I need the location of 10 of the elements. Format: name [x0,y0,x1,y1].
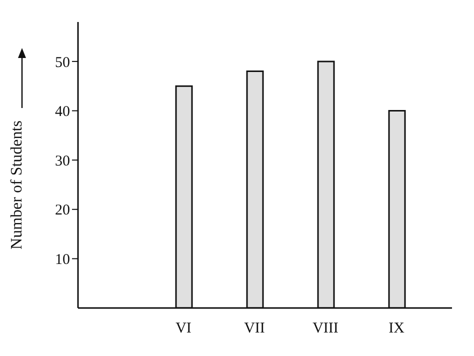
y-tick-label: 50 [55,54,70,71]
y-axis-title: Number of Students [8,120,26,250]
x-tick-label: IX [388,320,405,337]
y-tick-label: 20 [55,202,70,219]
y-tick-label: 40 [55,104,70,120]
x-tick-label: VII [244,320,265,337]
x-tick-label: VIII [312,320,338,337]
y-tick-label: 10 [55,252,70,268]
x-tick-label: VI [176,320,192,337]
y-tick-label: 30 [55,153,70,170]
